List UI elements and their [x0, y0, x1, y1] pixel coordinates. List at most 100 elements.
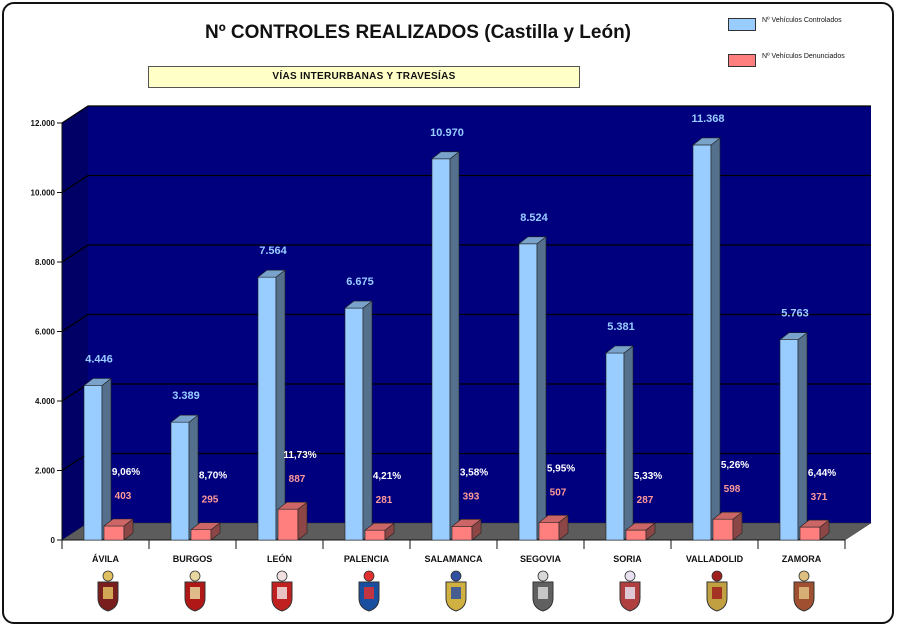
bar-controlados-side [449, 151, 460, 541]
data-label-percentage: 6,44% [808, 468, 836, 479]
legend: Nº Vehículos Controlados Nº Vehículos De… [700, 14, 885, 86]
data-label-controlados: 10.970 [430, 127, 464, 139]
bar-controlados-top [431, 151, 460, 160]
burgos-coat-of-arms-icon [183, 570, 207, 612]
bar-controlados [605, 352, 625, 541]
bar-controlados [431, 158, 451, 541]
data-label-controlados: 5.763 [781, 308, 809, 320]
bar-denunciados [712, 518, 734, 541]
data-label-denunciados: 393 [463, 491, 480, 502]
legend-swatch-controlados [728, 18, 756, 31]
chart-title: Nº CONTROLES REALIZADOS (Castilla y León… [204, 22, 632, 43]
bar-controlados-top [779, 332, 808, 341]
palencia-coat-of-arms-icon [357, 570, 381, 612]
data-label-controlados: 4.446 [85, 354, 113, 366]
gridline [61, 313, 871, 333]
bar-controlados-top [257, 269, 286, 278]
legend-label-controlados: Nº Vehículos Controlados [762, 17, 842, 24]
bar-controlados-top [170, 414, 199, 423]
bar-controlados-side [623, 345, 634, 541]
bar-controlados-side [101, 377, 112, 541]
legend-item-controlados: Nº Vehículos Controlados [700, 14, 885, 50]
y-tick-label: 8.000 [35, 258, 56, 267]
bar-denunciados [364, 529, 386, 541]
bar-denunciados-top [364, 522, 395, 531]
data-label-denunciados: 281 [376, 495, 393, 506]
bar-denunciados [190, 529, 212, 541]
data-label-percentage: 9,06% [112, 467, 140, 478]
data-label-denunciados: 507 [550, 487, 567, 498]
data-label-denunciados: 598 [724, 484, 741, 495]
segovia-coat-of-arms-icon [531, 570, 555, 612]
bar-controlados-top [605, 345, 634, 354]
bar-denunciados-top [103, 518, 134, 527]
y-tick-label: 12.000 [31, 119, 56, 128]
bar-controlados-top [344, 300, 373, 309]
bar-controlados-top [83, 378, 112, 386]
bar-controlados-side [710, 137, 721, 541]
bar-denunciados [538, 522, 560, 541]
bar-denunciados-top [538, 515, 569, 523]
data-label-percentage: 3,58% [460, 467, 488, 478]
bar-controlados-side [536, 236, 547, 541]
bar-controlados [692, 144, 712, 541]
bar-controlados-side [188, 414, 199, 541]
bar-controlados-side [275, 269, 286, 541]
x-tick-label: ÁVILA [92, 554, 120, 564]
x-tick-label: SEGOVIA [520, 554, 562, 564]
data-label-controlados: 5.381 [607, 321, 635, 333]
bar-controlados-side [797, 332, 808, 541]
gridline [61, 244, 871, 263]
bar-denunciados [103, 525, 125, 541]
leon-coat-of-arms-icon [270, 570, 294, 612]
data-label-denunciados: 403 [115, 491, 132, 502]
gridline [61, 174, 871, 194]
bar-controlados [518, 243, 538, 541]
y-tick-label: 6.000 [35, 328, 56, 337]
x-tick-label: SALAMANCA [425, 554, 483, 564]
y-tick-label: 10.000 [31, 189, 56, 198]
data-label-controlados: 8.524 [520, 212, 548, 224]
bar-denunciados-top [712, 511, 743, 520]
avila-coat-of-arms-icon [96, 570, 120, 612]
y-tick-label: 4.000 [35, 397, 56, 406]
bar-controlados [779, 339, 799, 541]
bar-controlados-top [692, 137, 721, 146]
x-tick-label: SORIA [613, 554, 642, 564]
salamanca-coat-of-arms-icon [444, 570, 468, 612]
bar-denunciados-top [190, 522, 221, 531]
x-tick-label: VALLADOLID [686, 554, 744, 564]
legend-swatch-denunciados [728, 54, 756, 67]
legend-label-denunciados: Nº Vehículos Denunciados [762, 53, 845, 60]
bar-denunciados [625, 529, 647, 541]
x-tick-label: PALENCIA [344, 554, 390, 564]
bar-denunciados-top [625, 522, 656, 531]
chart-subtitle: VÍAS INTERURBANAS Y TRAVESÍAS [148, 66, 580, 88]
bar-denunciados [277, 508, 299, 541]
bar-denunciados [451, 526, 473, 541]
soria-coat-of-arms-icon [618, 570, 642, 612]
legend-item-denunciados: Nº Vehículos Denunciados [700, 50, 885, 86]
x-tick-label: ZAMORA [782, 554, 822, 564]
x-tick-label: LEÓN [267, 553, 292, 564]
bar-denunciados-top [799, 519, 830, 528]
data-label-denunciados: 287 [637, 495, 654, 506]
data-label-percentage: 8,70% [199, 471, 227, 482]
data-label-controlados: 6.675 [346, 276, 374, 288]
bar-controlados [344, 307, 364, 541]
data-label-controlados: 11.368 [691, 113, 724, 125]
data-label-controlados: 7.564 [259, 245, 287, 257]
bar-controlados [170, 421, 190, 541]
y-tick-label: 0 [51, 536, 56, 545]
valladolid-coat-of-arms-icon [705, 570, 729, 612]
bar-controlados-top [518, 236, 547, 245]
bar-denunciados [799, 526, 821, 541]
bar-controlados [83, 385, 103, 541]
data-label-percentage: 4,21% [373, 471, 401, 482]
data-label-percentage: 5,33% [634, 471, 662, 482]
data-label-denunciados: 887 [289, 474, 306, 485]
data-label-percentage: 11,73% [283, 450, 316, 461]
data-label-denunciados: 371 [811, 492, 828, 503]
y-tick-label: 2.000 [35, 467, 56, 476]
